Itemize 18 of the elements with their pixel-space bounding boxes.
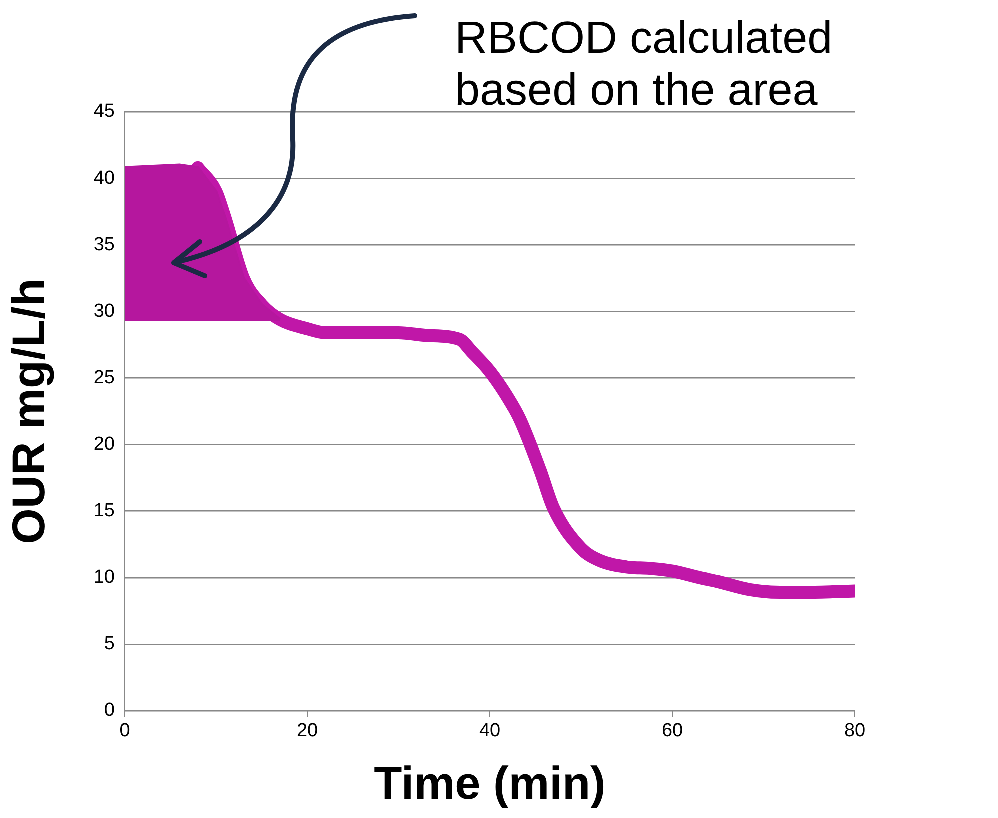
y-tick-label: 0 [104, 700, 115, 722]
x-axis-title: Time (min) [374, 757, 606, 810]
x-tick-label: 80 [844, 720, 866, 742]
y-tick-label: 35 [94, 234, 115, 256]
y-tick-label: 30 [94, 300, 115, 322]
y-tick-label: 10 [94, 567, 115, 588]
y-tick-label: 25 [94, 367, 115, 388]
y-tick-label: 15 [94, 500, 115, 522]
y-tick-label: 40 [94, 168, 115, 189]
annotation: RBCOD calculated based on the area [455, 12, 834, 116]
y-tick-label: 5 [104, 634, 115, 655]
x-tick-label: 20 [296, 720, 318, 742]
x-tick-label: 0 [120, 720, 130, 742]
x-tick-label: 40 [479, 720, 501, 742]
x-tick-label: 60 [662, 720, 684, 742]
y-tick-label: 20 [94, 434, 115, 456]
y-tick-label: 45 [94, 101, 115, 122]
y-axis-title: OUR mg/L/h [2, 278, 54, 544]
